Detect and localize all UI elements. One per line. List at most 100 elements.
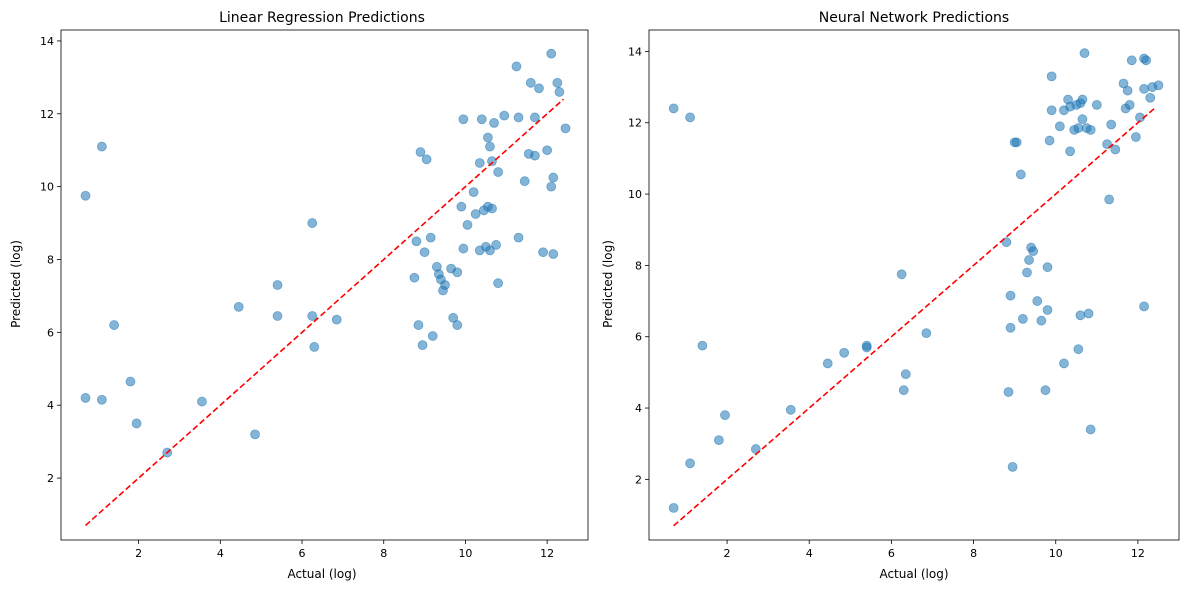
scatter-point: [448, 312, 459, 323]
chart-linear-regression: Linear Regression Predictions Actual (lo…: [9, 10, 589, 581]
scatter-point: [491, 240, 501, 250]
scatter-point: [720, 410, 730, 421]
scatter-point: [1011, 137, 1022, 148]
y-tick-label: 10: [40, 181, 54, 194]
scatter-point: [1044, 135, 1055, 146]
y-axis-label: Predicted (log): [9, 240, 23, 328]
scatter-point: [1005, 290, 1016, 301]
scatter-point: [307, 311, 318, 321]
scatter-point: [331, 314, 342, 325]
scatter-point: [1046, 71, 1057, 82]
scatter-point: [421, 154, 432, 165]
scatter-point: [456, 201, 467, 212]
scatter-point: [1073, 123, 1084, 133]
y-tick-label: 12: [628, 117, 642, 130]
y-tick-label: 2: [635, 473, 642, 486]
scatter-point: [896, 269, 907, 280]
scatter-point: [560, 123, 571, 134]
scatter-point: [1015, 169, 1026, 180]
scatter-point: [511, 61, 522, 72]
x-tick-label: 2: [135, 547, 142, 560]
scatter-point: [493, 278, 504, 289]
scatter-point: [233, 301, 244, 312]
scatter-point: [1028, 246, 1039, 257]
scatter-point: [525, 77, 536, 88]
scatter-point: [1126, 55, 1137, 66]
scatter-point: [125, 376, 136, 387]
scatter-point: [1024, 255, 1034, 265]
scatter-point: [554, 87, 565, 97]
scatter-point: [272, 311, 283, 321]
scatter-point: [898, 385, 909, 396]
reference-line: [84, 98, 565, 527]
y-tick-label: 8: [635, 259, 642, 272]
scatter-point: [1153, 80, 1164, 91]
y-tick-label: 14: [40, 35, 54, 48]
scatter-point: [489, 117, 499, 128]
scatter-point: [1083, 308, 1094, 319]
scatter-point: [1106, 119, 1117, 130]
scatter-point: [546, 48, 557, 59]
scatter-point: [538, 247, 548, 258]
scatter-point: [1141, 55, 1152, 66]
scatter-point: [1017, 313, 1028, 324]
scatter-point: [485, 141, 495, 152]
scatter-point: [839, 347, 850, 358]
scatter-point: [499, 110, 510, 121]
scatter-point: [1102, 139, 1113, 150]
scatter-point: [427, 331, 438, 341]
x-tick-label: 10: [458, 547, 472, 560]
scatter-point: [1003, 387, 1014, 397]
scatter-point: [1139, 301, 1149, 312]
scatter-point: [96, 141, 107, 152]
scatter-point: [250, 429, 260, 440]
scatter-point: [1104, 194, 1115, 205]
x-tick-label: 2: [724, 547, 731, 560]
scatter-point: [487, 156, 497, 167]
scatter-point: [519, 176, 530, 187]
scatter-point: [1007, 461, 1018, 472]
scatter-point: [307, 218, 318, 228]
x-tick-label: 10: [1049, 547, 1063, 560]
scatter-point: [785, 404, 796, 415]
scatter-point: [1065, 146, 1076, 157]
scatter-point: [542, 145, 553, 156]
scatter-point: [413, 320, 424, 330]
y-tick-label: 4: [47, 399, 54, 412]
y-tick-label: 14: [628, 45, 642, 58]
axes-frame: [648, 29, 1180, 541]
scatter-point: [1130, 132, 1141, 142]
scatter-point: [668, 503, 679, 513]
scatter-point: [493, 167, 504, 177]
chart-title: Neural Network Predictions: [819, 10, 1009, 26]
y-tick-label: 8: [47, 254, 54, 267]
x-tick-label: 8: [970, 547, 977, 560]
y-tick-label: 4: [635, 402, 642, 415]
scatter-point: [452, 267, 463, 278]
scatter-point: [1022, 267, 1032, 278]
scatter-point: [1139, 83, 1149, 94]
scatter-point: [529, 112, 540, 123]
scatter-point: [513, 112, 524, 123]
scatter-point: [1054, 121, 1065, 132]
scatter-point: [474, 158, 485, 168]
scatter-point: [476, 114, 487, 125]
scatter-point: [1036, 315, 1047, 326]
scatter-point: [861, 342, 872, 353]
x-tick-label: 6: [888, 547, 895, 560]
scatter-point: [419, 247, 430, 258]
scatter-point: [197, 396, 207, 407]
y-tick-label: 6: [47, 326, 54, 339]
scatter-point: [668, 103, 679, 114]
scatter-point: [80, 393, 91, 403]
y-tick-label: 12: [40, 108, 54, 121]
scatter-point: [1005, 322, 1016, 333]
scatter-point: [415, 147, 426, 157]
scatter-point: [697, 340, 708, 351]
scatter-point: [309, 342, 320, 352]
scatter-point: [458, 114, 469, 125]
scatter-point: [1122, 85, 1133, 96]
scatter-point: [685, 458, 695, 469]
scatter-point: [1042, 262, 1053, 273]
